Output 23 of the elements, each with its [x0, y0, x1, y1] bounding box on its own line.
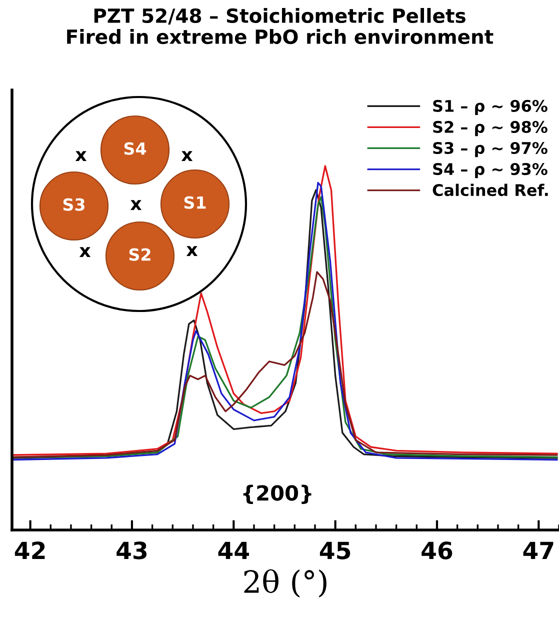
text: S4 — [124, 142, 146, 155]
legend-label: Calcined Ref. — [432, 184, 548, 196]
legend-label: S3 – ρ ~ 97% — [433, 142, 548, 158]
x-tick-label: 46 — [422, 542, 452, 560]
x-tick-label: 45 — [320, 542, 350, 560]
annotation: x — [130, 200, 142, 210]
annotation: x — [186, 246, 198, 256]
annotation: x — [79, 247, 91, 257]
annotation: S3 — [63, 198, 84, 211]
legend-label: S2 – ρ ~ 98% — [433, 120, 548, 136]
text: x — [181, 151, 193, 161]
legend-label: S4 – ρ ~ 93% — [433, 163, 548, 178]
x-tick-label: 43 — [116, 542, 147, 560]
text: x — [75, 151, 87, 161]
annotation: S1 — [184, 196, 206, 209]
legend-label: S1 – ρ ~ 96% — [433, 100, 548, 116]
chart-title: PZT 52/48 – Stoichiometric Pellets Fired in extreme PbO rich environment — [67, 8, 494, 44]
annotation: S2 — [129, 248, 150, 261]
x-tick-label: 42 — [14, 542, 45, 560]
annotation: {200} — [243, 484, 312, 504]
x-tick-label: 47 — [523, 542, 554, 560]
x-axis-title: 2θ (°) — [244, 569, 326, 598]
x-tick-label: 44 — [218, 542, 249, 560]
